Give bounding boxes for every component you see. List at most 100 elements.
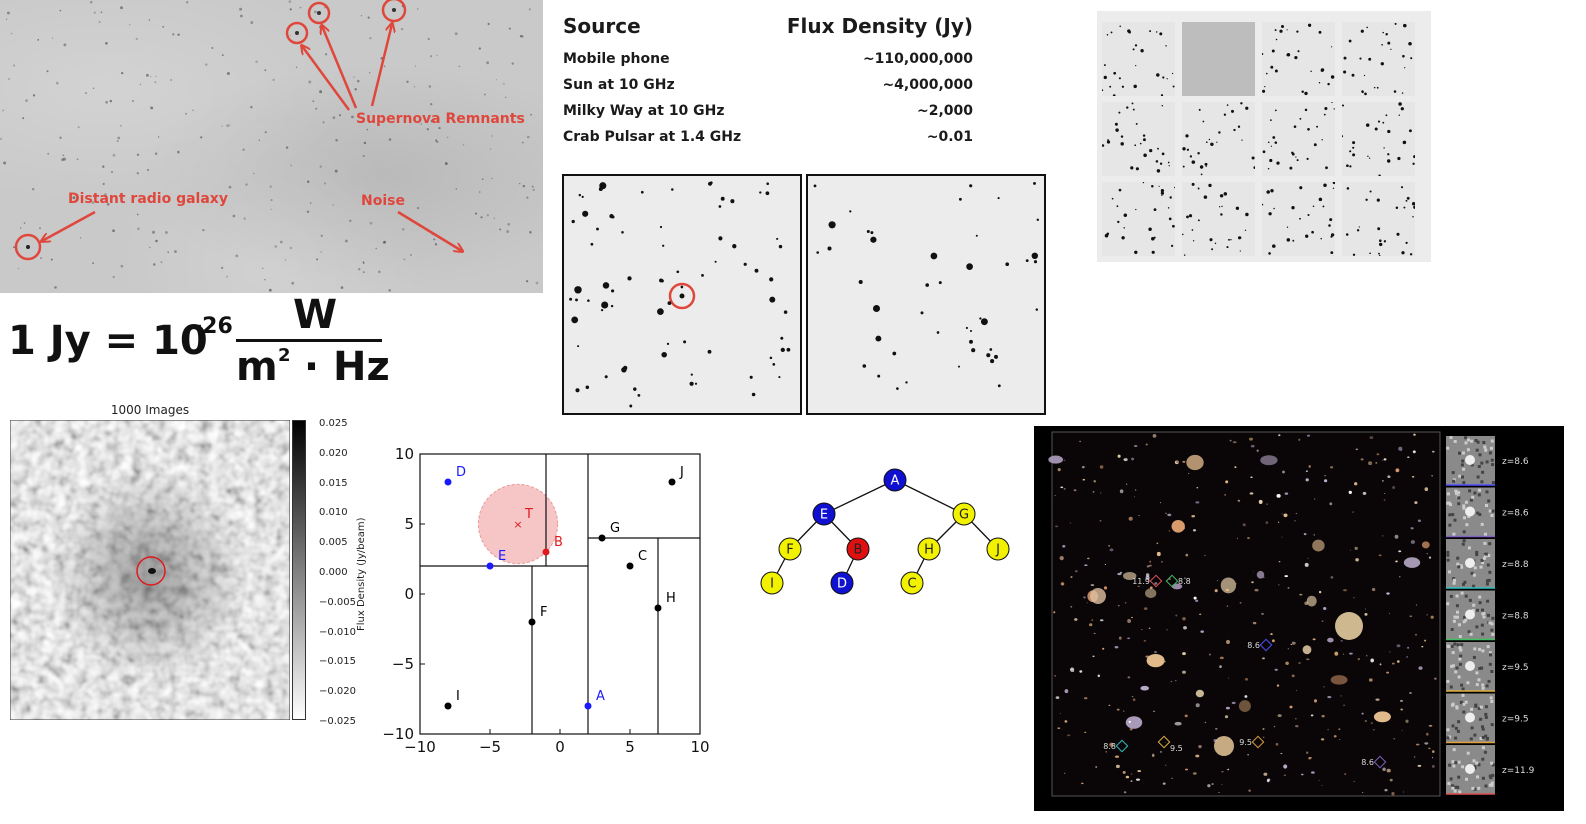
radio-point [508, 27, 511, 30]
galaxy [1225, 639, 1231, 645]
thumbnail-source [1151, 250, 1155, 254]
point-i [444, 702, 452, 710]
galaxy [1105, 751, 1108, 753]
thumbnail-source [1182, 147, 1186, 151]
galaxy [1123, 791, 1127, 794]
thumbnail-source [1374, 127, 1378, 131]
galaxy [1400, 708, 1404, 711]
thumbnail-source [1296, 159, 1299, 162]
colorbar-tick-label: 0.010 [319, 507, 348, 519]
galaxy [1074, 618, 1078, 621]
galaxy [1217, 580, 1219, 582]
galaxy [1263, 772, 1268, 776]
sky-source [596, 227, 599, 231]
galaxy [1124, 602, 1127, 604]
thumbnail-source [1272, 244, 1276, 248]
cutout-noise [1490, 781, 1494, 785]
galaxy [1059, 712, 1061, 714]
galaxy [1195, 754, 1200, 758]
galaxy [1306, 658, 1310, 661]
thumbnail-source [1397, 156, 1401, 161]
radio-point [454, 32, 458, 36]
redshift-label: 8.6 [1361, 758, 1374, 767]
radio-point [351, 115, 354, 119]
cutout-noise [1481, 470, 1485, 474]
cutout-noise [1457, 675, 1461, 679]
galaxy [1118, 636, 1122, 640]
radio-point [160, 261, 163, 264]
cutout-noise [1451, 651, 1455, 655]
cutout-noise [1487, 499, 1491, 503]
radio-point [478, 191, 481, 193]
thumbnail-source [1208, 138, 1211, 141]
galaxy [1153, 710, 1155, 712]
thumbnail-source [1166, 78, 1168, 80]
galaxy [1274, 668, 1278, 671]
galaxy [1383, 458, 1387, 461]
cutout-noise [1451, 664, 1455, 668]
galaxy [1066, 734, 1071, 737]
sky-source [732, 244, 737, 249]
galaxy [1323, 479, 1328, 483]
cutout-noise [1456, 556, 1460, 560]
galaxy [1079, 670, 1083, 673]
galaxy [1135, 489, 1137, 491]
radio-point [92, 87, 95, 90]
thumbnail-source [1185, 134, 1189, 138]
cutout-noise [1448, 763, 1452, 767]
cutout-noise [1459, 700, 1463, 704]
galaxy [1247, 754, 1249, 756]
thumbnail-source [1119, 25, 1121, 28]
radio-point [54, 286, 57, 289]
galaxy [1323, 686, 1325, 688]
galaxy [1145, 588, 1157, 599]
thumbnail-source [1189, 155, 1193, 158]
thumbnail-source [1378, 252, 1380, 255]
cutout-noise [1456, 785, 1460, 789]
thumbnail-source [1322, 205, 1325, 208]
galaxy [1266, 503, 1268, 505]
sky-source [582, 210, 589, 217]
thumbnail-source [1323, 113, 1326, 116]
deep-field-image: 11.9 8.8 8.6 8.8 9.5 9.5 8.6 z=8.6 z=8.6 z=8.8 z=… [1034, 426, 1564, 811]
radio-point [528, 8, 531, 11]
cutout-noise [1456, 729, 1460, 733]
galaxy [1417, 764, 1422, 767]
thumbnail-source [1139, 142, 1142, 145]
radio-point [430, 119, 434, 123]
sky-source [690, 373, 693, 376]
thumbnail-source [1412, 216, 1414, 218]
cutout-noise [1476, 440, 1480, 444]
tree-node-c [900, 571, 924, 595]
thumbnail-source [1270, 189, 1274, 193]
high-z-marker [1149, 574, 1163, 588]
galaxy [1305, 470, 1308, 472]
galaxy [1130, 780, 1133, 782]
cutout-noise [1470, 726, 1474, 730]
radio-point [357, 79, 360, 83]
thumbnail-source [1352, 253, 1356, 256]
thumbnail-source [1286, 226, 1289, 228]
galaxy [1287, 648, 1289, 650]
radio-point [104, 193, 107, 196]
radio-point [164, 231, 168, 234]
galaxy [1109, 548, 1114, 552]
radio-point [112, 275, 115, 279]
sky-source [604, 375, 608, 379]
cutout-noise [1472, 603, 1476, 607]
galaxy [1127, 637, 1131, 640]
cutout-noise [1465, 523, 1469, 527]
cutout-noise [1484, 448, 1488, 452]
thumbnail-source [1403, 206, 1406, 209]
sky-source [813, 184, 817, 188]
thumbnail-source [1142, 182, 1145, 184]
radio-point [491, 135, 493, 137]
cutout-noise [1461, 459, 1465, 463]
radio-point [369, 221, 373, 225]
cutout-noise [1469, 632, 1473, 636]
tree-node-g [952, 502, 976, 526]
thumbnail-source [1208, 183, 1212, 188]
galaxy [1204, 721, 1207, 724]
thumbnail-source [1106, 140, 1111, 144]
cutout-source [1465, 455, 1475, 465]
